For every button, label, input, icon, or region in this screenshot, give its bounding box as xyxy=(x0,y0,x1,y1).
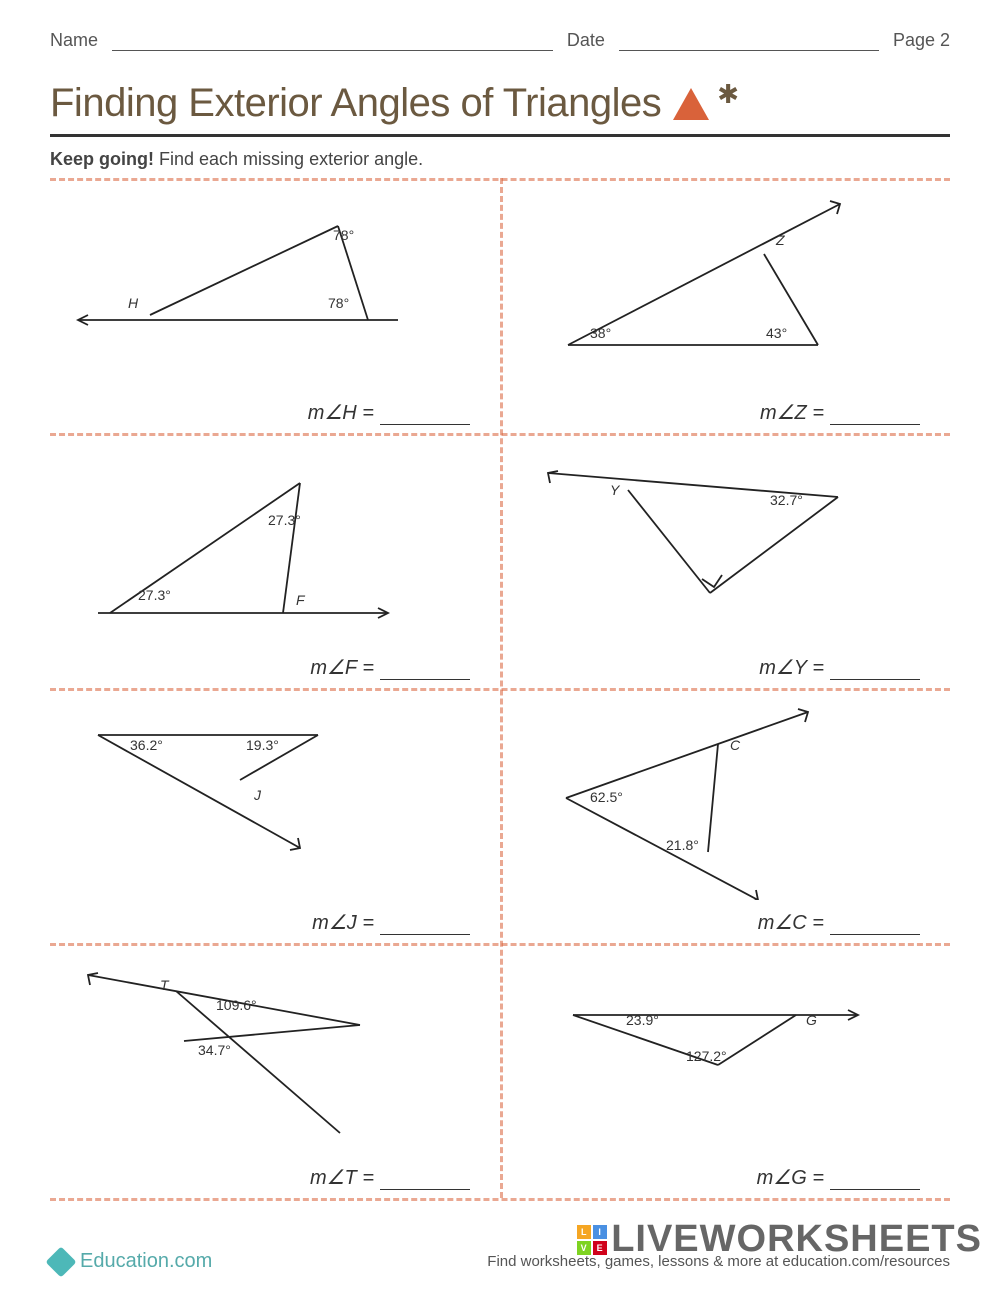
svg-text:62.5°: 62.5° xyxy=(590,789,623,805)
instruction-bold: Keep going! xyxy=(50,149,154,169)
svg-text:109.6°: 109.6° xyxy=(216,997,257,1013)
diagram-J: 36.2° 19.3° J xyxy=(68,700,428,900)
svg-text:27.3°: 27.3° xyxy=(138,587,171,603)
svg-text:127.2°: 127.2° xyxy=(686,1048,727,1064)
answer-blank[interactable] xyxy=(830,662,920,680)
answer-T: m∠T = xyxy=(310,1165,470,1190)
answer-blank[interactable] xyxy=(380,407,470,425)
svg-text:Z: Z xyxy=(775,232,785,248)
instruction-rest: Find each missing exterior angle. xyxy=(154,149,423,169)
svg-text:21.8°: 21.8° xyxy=(666,837,699,853)
answer-F: m∠F = xyxy=(310,655,470,680)
answer-Z: m∠Z = xyxy=(760,400,920,425)
asterisk-icon: ✱ xyxy=(717,79,739,110)
svg-text:19.3°: 19.3° xyxy=(246,737,279,753)
svg-text:H: H xyxy=(128,295,139,311)
svg-text:43°: 43° xyxy=(766,325,787,341)
svg-text:C: C xyxy=(730,737,741,753)
svg-text:78°: 78° xyxy=(333,227,354,243)
diagram-Z: 38° 43° Z xyxy=(518,190,878,390)
diagram-Y: 32.7° Y xyxy=(518,445,878,645)
watermark-text: LIVEWORKSHEETS xyxy=(611,1218,982,1261)
answer-label: m∠J = xyxy=(312,910,374,935)
horizontal-divider xyxy=(50,1198,950,1201)
answer-blank[interactable] xyxy=(380,917,470,935)
problem-G: 23.9° 127.2° Gm∠G = xyxy=(500,943,950,1198)
logo-text: Education.com xyxy=(80,1250,212,1273)
answer-blank[interactable] xyxy=(830,407,920,425)
answer-blank[interactable] xyxy=(380,1172,470,1190)
answer-blank[interactable] xyxy=(380,662,470,680)
problem-Z: 38° 43° Zm∠Z = xyxy=(500,178,950,433)
answer-G: m∠G = xyxy=(757,1165,920,1190)
svg-text:27.3°: 27.3° xyxy=(268,512,301,528)
problem-C: 62.5° 21.8° Cm∠C = xyxy=(500,688,950,943)
problem-F: 27.3° 27.3° Fm∠F = xyxy=(50,433,500,688)
answer-label: m∠Y = xyxy=(759,655,824,680)
title-row: Finding Exterior Angles of Triangles ✱ xyxy=(50,81,950,137)
answer-label: m∠F = xyxy=(310,655,374,680)
svg-text:F: F xyxy=(296,592,306,608)
problem-T: 109.6° 34.7° Tm∠T = xyxy=(50,943,500,1198)
page-title: Finding Exterior Angles of Triangles xyxy=(50,81,661,126)
answer-label: m∠H = xyxy=(308,400,374,425)
svg-text:T: T xyxy=(160,977,170,993)
answer-Y: m∠Y = xyxy=(759,655,920,680)
answer-blank[interactable] xyxy=(830,1172,920,1190)
watermark: LI VE LIVEWORKSHEETS xyxy=(577,1218,982,1261)
instruction: Keep going! Find each missing exterior a… xyxy=(50,149,950,170)
svg-text:J: J xyxy=(253,787,262,803)
diagram-F: 27.3° 27.3° F xyxy=(68,445,428,645)
name-label: Name xyxy=(50,30,98,51)
problem-grid: 78° 78° Hm∠H = 38° 43° Zm∠Z = 27.3° 27.3° Fm∠F =… xyxy=(50,178,950,1198)
triangle-icon xyxy=(673,88,709,120)
date-label: Date xyxy=(567,30,605,51)
diagram-C: 62.5° 21.8° C xyxy=(518,700,878,900)
answer-blank[interactable] xyxy=(830,917,920,935)
logo-icon xyxy=(45,1246,76,1277)
problem-Y: 32.7° Ym∠Y = xyxy=(500,433,950,688)
problem-J: 36.2° 19.3° Jm∠J = xyxy=(50,688,500,943)
date-blank[interactable] xyxy=(619,31,879,51)
answer-C: m∠C = xyxy=(758,910,920,935)
diagram-H: 78° 78° H xyxy=(68,190,428,390)
answer-label: m∠Z = xyxy=(760,400,824,425)
answer-label: m∠G = xyxy=(757,1165,824,1190)
answer-label: m∠T = xyxy=(310,1165,374,1190)
watermark-badge: LI VE xyxy=(577,1225,607,1255)
diagram-T: 109.6° 34.7° T xyxy=(68,955,428,1155)
diagram-G: 23.9° 127.2° G xyxy=(518,955,878,1155)
svg-text:32.7°: 32.7° xyxy=(770,492,803,508)
svg-text:23.9°: 23.9° xyxy=(626,1012,659,1028)
answer-J: m∠J = xyxy=(312,910,470,935)
header-row: Name Date Page 2 xyxy=(50,30,950,51)
svg-text:Y: Y xyxy=(610,482,621,498)
svg-text:G: G xyxy=(806,1012,817,1028)
svg-text:38°: 38° xyxy=(590,325,611,341)
svg-text:36.2°: 36.2° xyxy=(130,737,163,753)
answer-H: m∠H = xyxy=(308,400,470,425)
answer-label: m∠C = xyxy=(758,910,824,935)
name-blank[interactable] xyxy=(112,31,553,51)
svg-text:78°: 78° xyxy=(328,295,349,311)
problem-H: 78° 78° Hm∠H = xyxy=(50,178,500,433)
svg-text:34.7°: 34.7° xyxy=(198,1042,231,1058)
page-label: Page 2 xyxy=(893,30,950,51)
education-logo: Education.com xyxy=(50,1250,212,1273)
